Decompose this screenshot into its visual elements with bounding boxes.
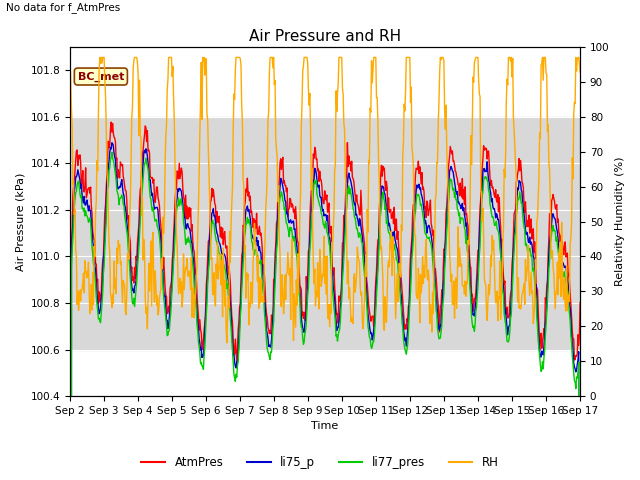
Bar [70,117,580,349]
X-axis label: Time: Time [312,421,339,432]
Text: No data for f_AtmPres: No data for f_AtmPres [6,2,121,13]
Legend: AtmPres, li75_p, li77_pres, RH: AtmPres, li75_p, li77_pres, RH [137,451,503,474]
Y-axis label: Relativity Humidity (%): Relativity Humidity (%) [615,157,625,286]
Y-axis label: Air Pressure (kPa): Air Pressure (kPa) [15,172,25,271]
Text: BC_met: BC_met [77,72,124,82]
Title: Air Pressure and RH: Air Pressure and RH [249,29,401,44]
